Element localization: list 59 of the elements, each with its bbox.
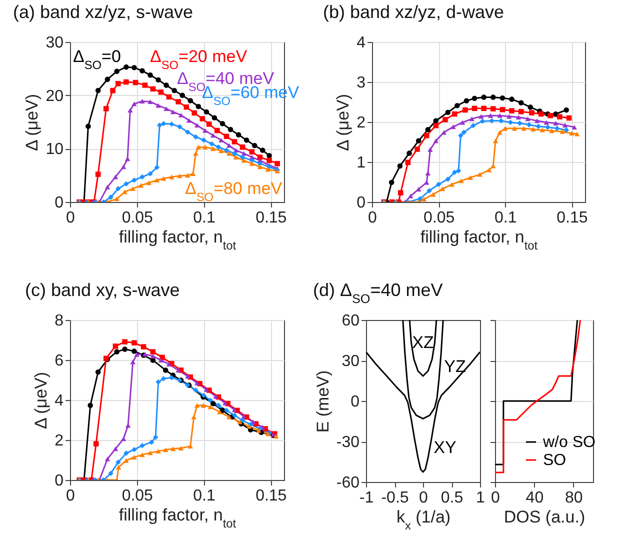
x-axis-title: filling factor, n$_{tot}$: [420, 228, 538, 252]
x-tick-label: 0.15: [256, 488, 287, 504]
x-tick-label: 0: [419, 490, 428, 506]
x-axis-title: filling factor, n$_{tot}$: [118, 228, 237, 252]
x-tick-label: 0.1: [494, 210, 517, 226]
y-tick-label: 3: [356, 74, 366, 92]
x-axis-title: filling factor, n$_{tot}$: [118, 506, 237, 530]
y-tick-label: 6: [54, 352, 64, 370]
y-tick-label: 1: [356, 154, 366, 172]
x-tick-label: 0.05: [122, 488, 154, 504]
x-tick-label: 1: [476, 490, 486, 506]
x-tick-label: 0.15: [256, 210, 287, 226]
y-tick-label: 60: [342, 312, 360, 330]
annotation: XZ: [412, 333, 434, 352]
annotation: XY: [434, 438, 456, 457]
y-tick-label: 2: [356, 114, 366, 132]
x-tick-label: 0.1: [193, 488, 216, 504]
y-tick-label: 0: [356, 194, 366, 212]
y-tick-label: -60: [336, 474, 360, 492]
x-tick-label: 0: [368, 210, 378, 226]
x-axis-title: k$_{x}$ (1/a): [396, 508, 451, 532]
chart-title: (d) Δ$_{SO}$=40 meV: [313, 280, 443, 306]
y-tick-label: 4: [54, 392, 64, 410]
y-tick-label: 2: [54, 432, 64, 450]
y-axis-title: E (meV): [313, 370, 332, 433]
x-axis-title: DOS (a.u.): [504, 508, 586, 526]
series-label: Δ$_{SO}$=0: [73, 47, 121, 72]
x-tick-label: 0: [66, 488, 76, 504]
series-label: Δ$_{SO}$=20 meV: [150, 47, 248, 72]
annotation: YZ: [444, 357, 466, 376]
x-tick-label: 0: [66, 210, 76, 226]
series-label: Δ$_{SO}$=80 meV: [185, 179, 283, 204]
y-tick-label: 0: [54, 472, 64, 490]
x-tick-label: 0.05: [423, 210, 455, 226]
legend-label: SO: [543, 452, 566, 469]
y-axis-title: Δ (μeV): [32, 372, 51, 430]
y-tick-label: 10: [46, 141, 64, 158]
x-tick-label: 0.1: [193, 210, 216, 226]
x-tick-label: 0.05: [122, 210, 154, 226]
y-tick-label: 0: [54, 194, 64, 212]
x-tick-label: -0.5: [381, 490, 409, 506]
x-tick-label: 0: [491, 490, 500, 506]
x-tick-label: 40: [526, 490, 544, 506]
y-tick-label: -30: [336, 434, 360, 451]
x-tick-label: 80: [565, 490, 583, 506]
y-tick-label: 8: [54, 312, 64, 330]
y-axis-title: Δ (μeV): [22, 94, 42, 152]
y-tick-label: 20: [46, 88, 64, 105]
y-tick-label: 30: [46, 34, 64, 52]
y-tick-label: 0: [350, 394, 360, 410]
y-axis-title: Δ (μeV): [334, 94, 353, 152]
chart-title: (b) band xz/yz, d-wave: [323, 2, 504, 22]
x-tick-label: 0.15: [556, 210, 588, 226]
x-tick-label: 0.5: [440, 490, 464, 506]
x-tick-label: -1: [359, 490, 374, 506]
chart-title: (a) band xz/yz, s-wave: [13, 2, 194, 22]
y-tick-label: 4: [356, 34, 366, 52]
chart-title: (c) band xy, s-wave: [25, 280, 180, 300]
y-tick-label: 30: [342, 353, 360, 370]
